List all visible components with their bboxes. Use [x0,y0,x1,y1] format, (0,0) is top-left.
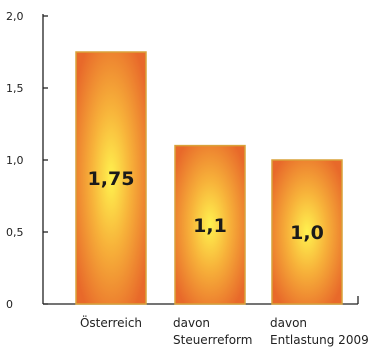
x-tick-label: Entlastung 2009 [270,333,369,347]
data-label: 1,75 [88,168,135,190]
data-label: 1,1 [193,215,227,237]
y-tick-label: 0,5 [6,226,24,239]
x-tick-label: Steuerreform [173,333,252,347]
x-tick-label: Österreich [80,314,142,330]
labels: 1,75 Österreich 1,1 davon Steuerreform 1,0 dav… [80,168,369,347]
bars [75,51,343,305]
y-tick-label: 1,5 [6,82,24,95]
y-tick-label: 0 [6,298,13,311]
y-tick-label: 2,0 [6,10,24,23]
x-tick-label: davon [270,316,307,330]
bar [174,144,246,305]
y-tick-label: 1,0 [6,154,24,167]
x-tick-label: davon [173,316,210,330]
bar [75,51,147,305]
bar [271,159,343,305]
data-label: 1,0 [290,222,324,244]
